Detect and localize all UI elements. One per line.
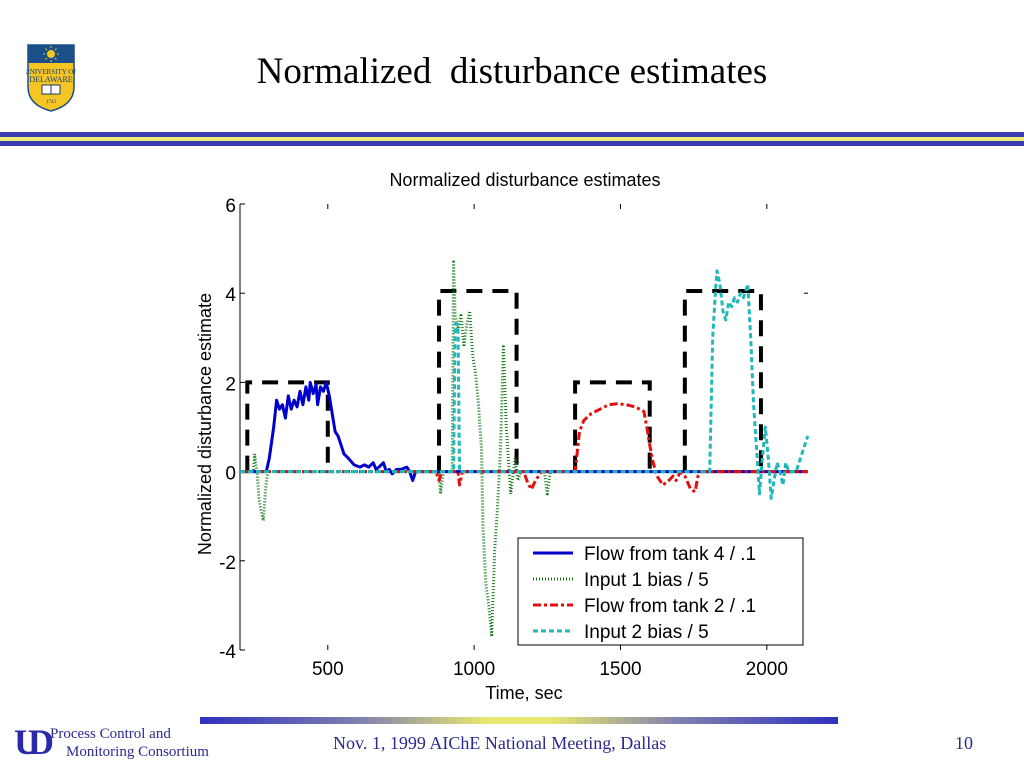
x-tick-label: 1500 xyxy=(599,659,641,680)
logo-text-university: UNIVERSITY OF xyxy=(26,68,76,76)
legend-label: Input 2 bias / 5 xyxy=(584,622,709,643)
disturbance-pulse xyxy=(682,288,763,472)
slide-title-text: Normalized disturbance estimates xyxy=(256,51,768,92)
y-tick-label: -4 xyxy=(219,642,236,663)
page-number: 10 xyxy=(955,733,973,753)
footer-ud-logo: UD xyxy=(14,722,54,762)
actual-disturbance-pulses xyxy=(245,288,763,472)
y-axis-label: Normalized disturbance estimate xyxy=(195,293,215,555)
logo-year: 1743 xyxy=(46,100,57,105)
banner-stripe-blue-bottom xyxy=(0,141,1024,146)
banner-stripe-yellow xyxy=(0,137,1024,141)
legend-box xyxy=(517,537,804,646)
university-of-delaware-logo: UNIVERSITY OF DELAWARE 1743 xyxy=(25,43,77,113)
x-tick-label: 2000 xyxy=(746,659,788,680)
axes: -4 -2 0 2 4 6 500 1000 1500 2000 xyxy=(219,196,808,680)
disturbance-pulse xyxy=(437,288,519,472)
footer-bar xyxy=(200,717,838,724)
banner-stripe-blue-top xyxy=(0,132,1024,137)
legend-label: Input 1 bias / 5 xyxy=(584,570,709,591)
slide-title: Normalized disturbance estimates xyxy=(0,50,1024,93)
header-banner xyxy=(0,132,1024,146)
y-tick-label: 2 xyxy=(225,374,236,395)
chart-title: Normalized disturbance estimates xyxy=(389,170,660,190)
x-tick-label: 1000 xyxy=(453,659,495,680)
y-tick-label: -2 xyxy=(219,553,236,574)
footer-org-line1: Process Control and xyxy=(50,726,171,742)
series-line-4 xyxy=(240,269,810,500)
x-tick-label: 500 xyxy=(312,659,344,680)
legend: Flow from tank 4 / .1 Input 1 bias / 5 Flo… xyxy=(517,537,804,646)
footer-event: Nov. 1, 1999 AIChE National Meeting, Dal… xyxy=(333,733,667,753)
series-layer xyxy=(240,260,810,639)
y-tick-label: 6 xyxy=(225,196,236,217)
y-tick-label: 4 xyxy=(225,285,236,306)
footer-organization: Process Control and Monitoring Consortiu… xyxy=(50,725,209,761)
series-line-3 xyxy=(240,402,808,494)
university-of-delaware-shield-icon: UNIVERSITY OF DELAWARE 1743 xyxy=(25,44,77,112)
disturbance-pulse xyxy=(573,380,652,472)
legend-label: Flow from tank 4 / .1 xyxy=(584,544,756,565)
logo-text-delaware: DELAWARE xyxy=(29,75,72,84)
series-line-1 xyxy=(240,380,808,482)
y-tick-label: 0 xyxy=(225,464,236,485)
legend-label: Flow from tank 2 / .1 xyxy=(584,596,756,617)
x-axis-label: Time, sec xyxy=(485,683,562,703)
disturbance-pulse xyxy=(245,380,330,472)
footer-org-line2: Monitoring Consortium xyxy=(66,744,209,760)
